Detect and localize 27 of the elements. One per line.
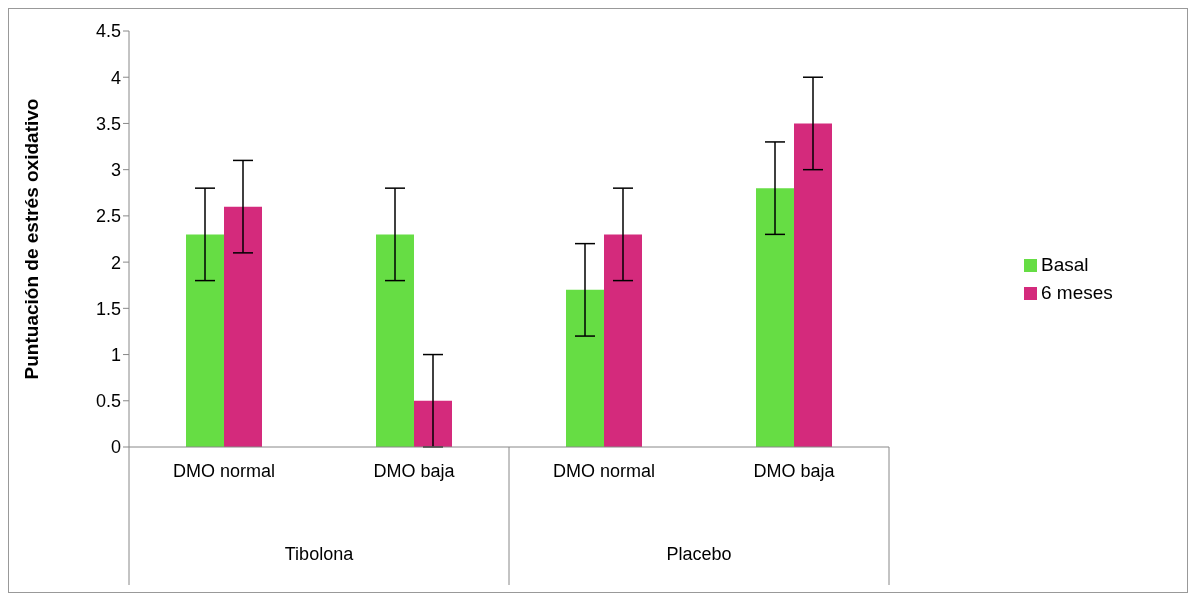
- y-tick-label: 0.5: [95, 391, 121, 412]
- y-tick-label: 2.5: [95, 206, 121, 227]
- text: Tibolona: [284, 544, 355, 564]
- bar: [224, 206, 262, 447]
- x-tick-label: DMO baja: [373, 461, 456, 481]
- y-tick-label: 1.5: [95, 298, 121, 319]
- x-tick-label: DMO normal: [552, 461, 656, 481]
- text: Placebo: [666, 544, 732, 564]
- legend-label: Basal: [1041, 254, 1089, 276]
- bar: [794, 123, 832, 447]
- bar: [566, 289, 604, 447]
- x-tick-label: DMO baja: [753, 461, 836, 481]
- y-tick-label: 0: [110, 437, 121, 458]
- y-tick-label: 1: [110, 344, 121, 365]
- x-tick-label: DMO normal: [172, 461, 276, 481]
- legend-label: 6 meses: [1041, 282, 1113, 304]
- y-tick-label: 2: [110, 252, 121, 273]
- bar: [756, 188, 794, 447]
- y-axis-title: Puntuación de estrés oxidativo: [20, 98, 42, 380]
- y-tick-label: 4: [110, 67, 121, 88]
- y-tick-label: 3.5: [95, 113, 121, 134]
- y-tick-label: 3: [110, 160, 121, 181]
- y-tick-label: 4.5: [95, 21, 121, 42]
- bar: [376, 234, 414, 447]
- bar: [186, 234, 224, 447]
- bar: [414, 400, 452, 447]
- bar: [604, 234, 642, 447]
